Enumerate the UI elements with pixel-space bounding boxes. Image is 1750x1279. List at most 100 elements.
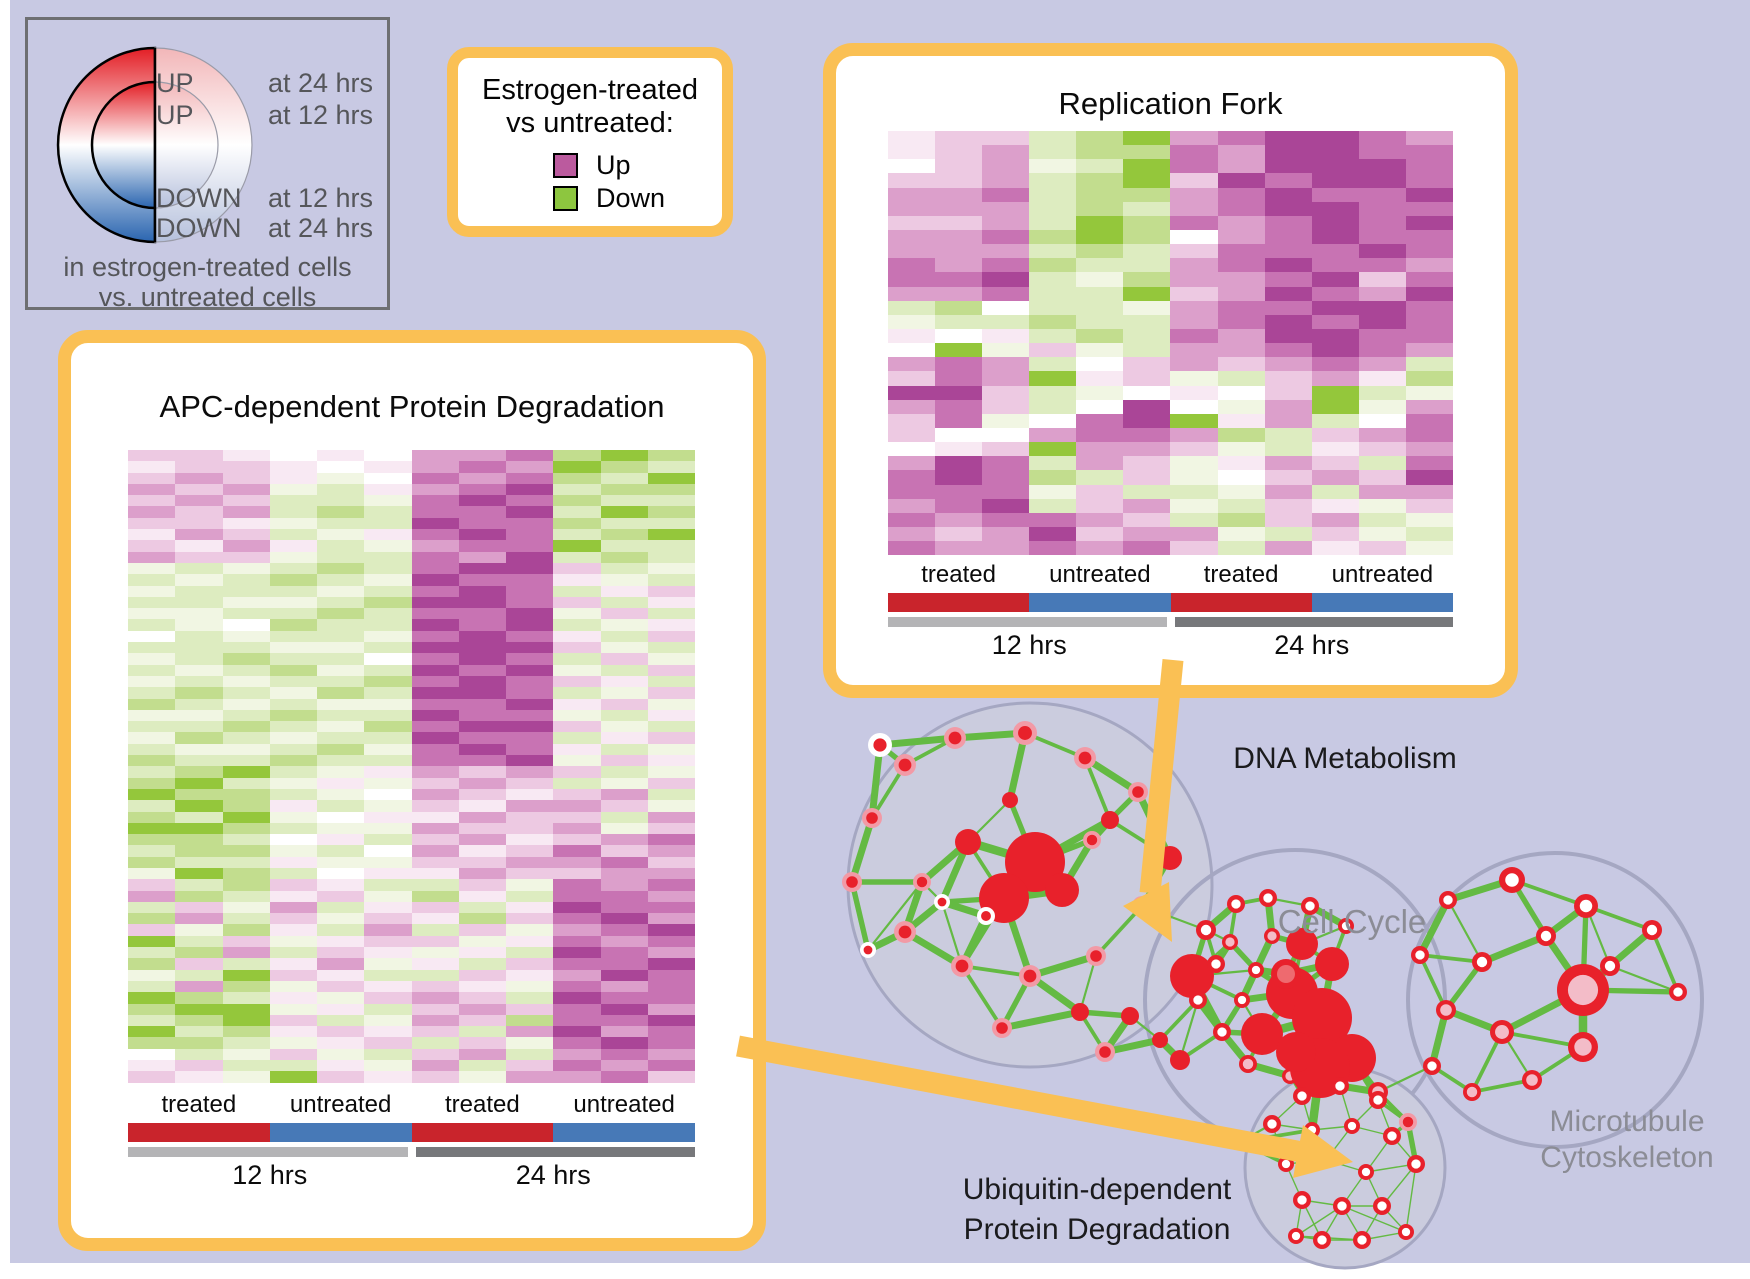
heatmap-row [128, 585, 695, 597]
gene-set-node [1018, 726, 1032, 740]
gene-set-node [1347, 1121, 1357, 1131]
gene-set-node [1193, 995, 1203, 1005]
condition-label: treated [161, 1091, 237, 1118]
heatmap-row [888, 512, 1453, 527]
rf-heatmap-axis: treated untreated treated untreated 12 hrs 24… [888, 561, 1453, 664]
gene-set-node [1291, 1231, 1301, 1241]
heatmap-row [128, 608, 695, 620]
heatmap-row [128, 1037, 695, 1049]
gene-set-node [1045, 873, 1079, 907]
gene-set-node [1574, 1038, 1592, 1056]
apc-heatmap-panel: APC-dependent Protein Degradation treate… [58, 330, 766, 1251]
up-down-color-wheel-icon [56, 46, 253, 244]
gene-set-node [1267, 1119, 1277, 1129]
heatmap-row [888, 187, 1453, 202]
cc-label: Cell Cycle [1278, 903, 1427, 940]
gene-set-node [1242, 1058, 1254, 1070]
direction-label: UP [156, 100, 194, 130]
time-label: 24 hrs [515, 1160, 591, 1190]
heatmap-row [128, 732, 695, 744]
condition-label: untreated [1331, 561, 1434, 588]
gene-set-node [1121, 1007, 1139, 1025]
heatmap-row [888, 470, 1453, 485]
heatmap-row [128, 958, 695, 970]
heatmap-row [128, 709, 695, 722]
gene-set-node [1341, 921, 1351, 931]
gene-set-node [1099, 1046, 1111, 1058]
gene-set-node [1286, 928, 1318, 960]
gene-set-node [996, 1022, 1008, 1034]
estrogen-item-label: Up [596, 150, 631, 180]
heatmap-row [888, 272, 1453, 287]
apc-heatmap [128, 450, 695, 1083]
condition-label: treated [1203, 561, 1279, 588]
heatmap-row [128, 495, 695, 507]
gene-set-node [866, 812, 878, 824]
gene-set-node [955, 829, 981, 855]
gene-set-node [1387, 1131, 1397, 1141]
heatmap-row [888, 371, 1453, 386]
gene-set-node [1170, 1050, 1190, 1070]
gene-set-node [1281, 1159, 1291, 1169]
heatmap-row [128, 969, 695, 981]
heatmap-row [128, 935, 695, 948]
direction-label: DOWN [156, 213, 242, 243]
heatmap-row [128, 743, 695, 756]
cluster-circle-mt [1406, 851, 1704, 1149]
heatmap-row [128, 879, 695, 891]
heatmap-row [888, 244, 1453, 259]
heatmap-row [128, 788, 695, 801]
heatmap-row [888, 201, 1453, 216]
condition-bar [553, 1123, 695, 1142]
heatmap-row [888, 484, 1453, 499]
heatmap-row [128, 721, 695, 733]
gene-set-node [1317, 1235, 1327, 1245]
heatmap-row [128, 551, 695, 563]
gene-set-node [1217, 1027, 1227, 1037]
direction-label: DOWN [156, 183, 242, 213]
gene-set-node [1071, 1003, 1089, 1021]
heatmap-row [128, 698, 695, 710]
time-label: at 24 hrs [267, 68, 373, 98]
gene-set-node [981, 911, 991, 921]
heatmap-row [888, 526, 1453, 542]
down-swatch-icon [553, 186, 578, 211]
gene-set-node [1402, 1116, 1414, 1128]
heatmap-row [128, 630, 695, 643]
gene-set-node [1495, 1025, 1509, 1039]
heatmap-row [888, 258, 1453, 273]
replication-fork-heatmap [888, 131, 1453, 556]
heatmap-row [888, 159, 1453, 174]
heatmap-row [888, 215, 1453, 230]
node-color-legend: UP at 24 hrs UP at 12 hrs DOWN at 12 hrs DOWN a… [25, 17, 390, 312]
heatmap-row [888, 300, 1453, 315]
up-swatch-icon [553, 153, 578, 178]
gene-set-node [1231, 899, 1241, 909]
time-label: at 12 hrs [267, 100, 373, 130]
gene-set-node [1200, 924, 1212, 936]
ub-label: Ubiquitin-dependent Protein Degradation [963, 1173, 1232, 1246]
heatmap-row [888, 442, 1453, 457]
wheel-legend-footer-line1: in estrogen-treated cells [63, 252, 352, 282]
gene-set-node [1357, 1235, 1367, 1245]
condition-color-bars [128, 1123, 695, 1142]
heatmap-row [128, 811, 695, 823]
condition-bar [411, 1123, 554, 1142]
gene-set-node [1526, 1074, 1538, 1086]
heatmap-row [888, 541, 1453, 556]
direction-label: UP [156, 68, 194, 98]
gene-set-node [1297, 1091, 1307, 1101]
heatmap-row [888, 145, 1453, 160]
estrogen-legend-title-line2: vs untreated: [506, 107, 674, 139]
gene-set-node [1321, 1155, 1331, 1165]
heatmap-row [128, 755, 695, 767]
heatmap-row [128, 777, 695, 789]
condition-label: untreated [1049, 561, 1151, 588]
time-label: 12 hrs [232, 1160, 308, 1190]
heatmap-row [128, 574, 695, 586]
time-label: at 24 hrs [267, 213, 373, 243]
gene-set-node [1002, 792, 1018, 808]
dna-label: DNA Metabolism [1233, 742, 1456, 775]
heatmap-row [128, 506, 695, 518]
